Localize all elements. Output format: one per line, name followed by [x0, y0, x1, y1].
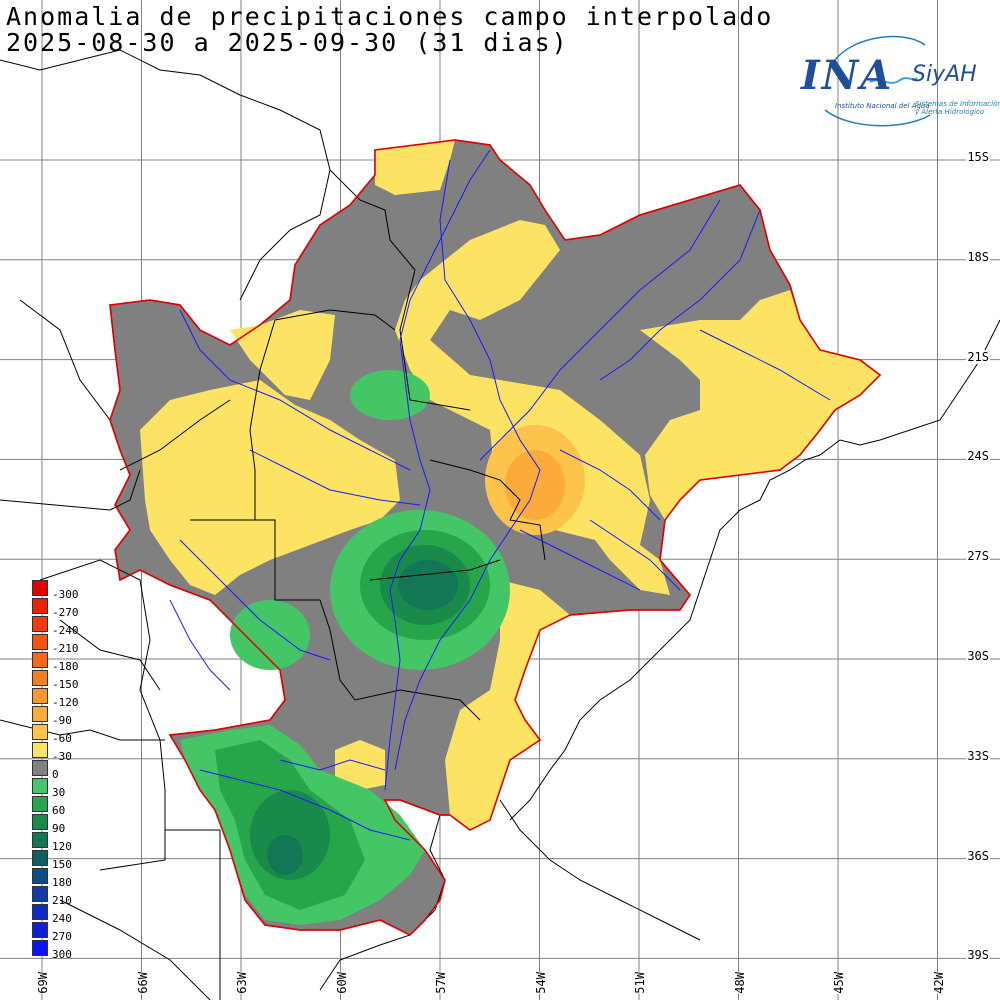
legend-swatch — [32, 814, 48, 830]
legend-label: -90 — [52, 714, 72, 727]
longitude-label: 54W — [533, 972, 548, 994]
longitude-label: 48W — [732, 972, 747, 994]
legend-swatch — [32, 616, 48, 632]
latitude-label: 24S — [966, 449, 990, 464]
logo-subtitle3-text: y Alerta Hidrológico — [915, 108, 985, 116]
latitude-label: 27S — [966, 549, 990, 564]
legend-swatch — [32, 886, 48, 902]
legend-swatch — [32, 634, 48, 650]
legend-swatch — [32, 760, 48, 776]
river-network — [169, 149, 831, 841]
legend-swatch — [32, 778, 48, 794]
basin-outline — [109, 139, 882, 936]
anomaly-zone-dry-uruguay — [445, 580, 570, 830]
ina-siyah-logo: INA SiyAH Instituto Nacional del Agua Si… — [795, 30, 1000, 130]
legend-label: 90 — [52, 822, 66, 835]
legend-label: 0 — [52, 768, 59, 781]
legend-label: 60 — [52, 804, 66, 817]
legend-swatch — [32, 940, 48, 956]
logo-subtitle2-text: Sistemas de Información — [915, 100, 1000, 108]
anomaly-zone-dry-north — [375, 140, 455, 195]
legend-label: 180 — [52, 876, 72, 889]
anomaly-zone-dry-south — [335, 740, 385, 790]
anomaly-zone-dry-east — [640, 290, 880, 520]
anomaly-zone-dry-northwest — [230, 310, 335, 400]
legend-swatch — [32, 598, 48, 614]
map-date-range: 2025-08-30 a 2025-09-30 (31 dias) — [6, 28, 569, 57]
legend-swatch — [32, 850, 48, 866]
latitude-label: 30S — [966, 649, 990, 663]
legend-swatch — [32, 724, 48, 740]
anomaly-zone-wet-center-120 — [398, 560, 458, 610]
legend-swatch — [32, 652, 48, 668]
longitude-label: 57W — [434, 972, 448, 994]
logo-siyah-text: SiyAH — [912, 62, 977, 87]
longitude-label: 42W — [931, 972, 946, 994]
legend-label: -240 — [52, 624, 79, 637]
latitude-label: 21S — [966, 349, 990, 364]
map-title: Anomalia de precipitaciones campo interp… — [6, 2, 774, 31]
legend-label: 120 — [52, 840, 72, 853]
legend-swatch — [32, 832, 48, 848]
longitude-label: 66W — [135, 972, 150, 994]
latitude-label: 15S — [966, 150, 990, 164]
legend-label: -180 — [52, 660, 79, 673]
legend-label: -300 — [52, 588, 79, 601]
latitude-label: 36S — [966, 848, 990, 863]
legend-label: -270 — [52, 606, 79, 619]
latitude-label: 33S — [966, 748, 990, 763]
logo-swoosh-icon — [824, 35, 931, 127]
legend-swatch — [32, 742, 48, 758]
legend-label: -150 — [52, 678, 79, 691]
longitude-label: 63W — [235, 972, 249, 994]
legend-label: 270 — [52, 930, 72, 943]
legend-swatch — [32, 904, 48, 920]
legend-swatch — [32, 796, 48, 812]
logo-ina-text: INA — [801, 52, 894, 99]
anomaly-field — [109, 139, 882, 936]
anomaly-zone-dry-west — [140, 380, 400, 595]
legend-label: -210 — [52, 642, 79, 655]
legend-swatch — [32, 688, 48, 704]
legend-label: 300 — [52, 948, 72, 961]
logo-institute-text: Instituto Nacional del Agua — [835, 102, 930, 110]
legend-label: -30 — [52, 750, 72, 763]
legend-label: 240 — [52, 912, 72, 925]
legend-swatch — [32, 670, 48, 686]
anomaly-zone-dry-center — [395, 220, 670, 595]
longitude-label: 69W — [36, 972, 50, 994]
anomaly-zone-wet-north — [350, 370, 430, 420]
legend-swatch — [32, 868, 48, 884]
latitude-label: 18S — [966, 249, 990, 264]
legend-label: -120 — [52, 696, 79, 709]
legend-swatch — [32, 922, 48, 938]
latitude-label: 39S — [966, 948, 990, 963]
anomaly-zone-wet-west — [230, 600, 310, 670]
legend-label: -60 — [52, 732, 72, 745]
legend-swatch — [32, 580, 48, 596]
longitude-label: 60W — [334, 972, 349, 994]
longitude-label: 51W — [633, 972, 647, 994]
anomaly-zone-wet-south-120 — [267, 835, 303, 875]
political-borders — [0, 49, 701, 1000]
legend-label: 210 — [52, 894, 72, 907]
legend-label: 150 — [52, 858, 72, 871]
longitude-label: 45W — [832, 972, 846, 994]
legend-swatch — [32, 706, 48, 722]
legend-label: 30 — [52, 786, 66, 799]
